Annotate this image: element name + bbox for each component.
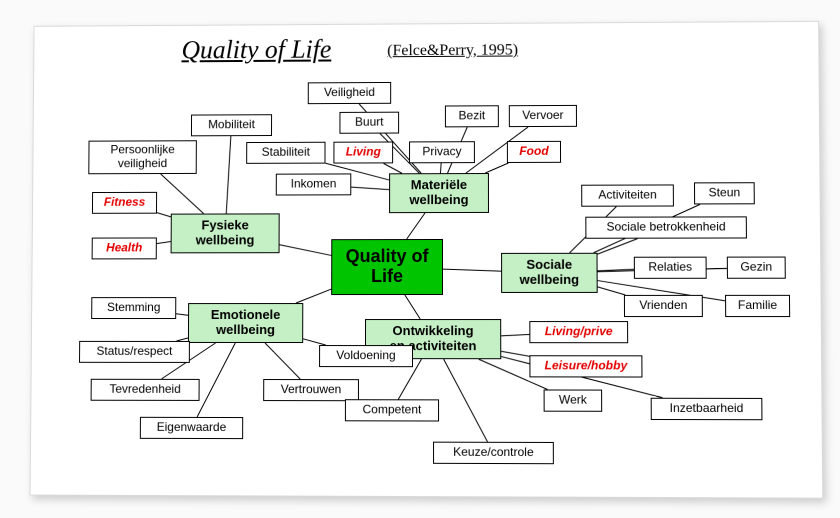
node-soc_betrok: Sociale betrokkenheid xyxy=(585,216,747,238)
node-bezit: Bezit xyxy=(445,105,499,127)
node-keuze: Keuze/controle xyxy=(433,442,554,465)
edge-center-emotionele xyxy=(296,289,331,303)
node-materiele: Materiëlewellbeing xyxy=(389,173,489,213)
node-vrienden: Vrienden xyxy=(624,295,703,317)
edge-center-fysieke xyxy=(280,245,332,256)
edge-sociale-soc_betrok xyxy=(597,239,637,254)
node-center: Quality ofLife xyxy=(331,239,443,295)
edge-center-ontwikkeling xyxy=(405,295,420,319)
edge-sociale-vrienden xyxy=(598,287,626,295)
node-inzet: Inzetbaarheid xyxy=(651,398,763,420)
node-competent: Competent xyxy=(345,399,439,421)
node-gezin: Gezin xyxy=(727,257,786,279)
node-voldoening: Voldoening xyxy=(319,345,413,367)
node-inkomen: Inkomen xyxy=(276,173,352,195)
node-status: Status/respect xyxy=(79,341,190,363)
edge-materiele-inkomen xyxy=(351,187,389,190)
node-health: Health xyxy=(92,237,157,259)
node-werk: Werk xyxy=(544,389,603,411)
node-sociale: Socialewellbeing xyxy=(501,253,598,293)
slide-panel: Quality of Life (Felce&Perry, 1995) Qual… xyxy=(30,21,824,499)
node-mobiliteit: Mobiliteit xyxy=(191,114,272,136)
edge-center-materiele xyxy=(407,213,425,239)
node-familie: Familie xyxy=(725,295,790,317)
node-steun: Steun xyxy=(694,182,755,204)
edge-materiele-privacy xyxy=(440,163,441,173)
edge-fysieke-mobiliteit xyxy=(226,136,231,213)
edge-center-sociale xyxy=(443,269,501,271)
edge-fysieke-pers_veilig xyxy=(160,174,203,214)
node-vertrouwen: Vertrouwen xyxy=(263,379,359,401)
node-stemming: Stemming xyxy=(91,297,176,319)
edge-emotionele-vertrouwen xyxy=(265,343,300,379)
node-food: Food xyxy=(507,141,561,163)
node-eigenwaarde: Eigenwaarde xyxy=(140,417,243,439)
node-relaties: Relaties xyxy=(634,257,707,279)
node-pers_veilig: Persoonlijkeveiligheid xyxy=(88,140,197,174)
edge-emotionele-eigenwaarde xyxy=(197,343,235,417)
node-emotionele: Emotionelewellbeing xyxy=(188,303,303,343)
edge-ontwikkeling-keuze xyxy=(444,359,488,442)
edge-materiele-food xyxy=(485,163,508,173)
node-privacy: Privacy xyxy=(409,141,475,163)
node-living: Living xyxy=(333,141,393,163)
edge-fysieke-fitness xyxy=(157,213,171,217)
node-vervoer: Vervoer xyxy=(509,105,577,127)
edge-ontwikkeling-leisure xyxy=(501,351,529,356)
node-leisure: Leisure/hobby xyxy=(529,355,642,377)
edge-emotionele-stemming xyxy=(176,314,188,316)
node-living_prive: Living/prive xyxy=(529,321,628,343)
node-activiteiten: Activiteiten xyxy=(581,184,674,206)
node-fitness: Fitness xyxy=(92,192,157,214)
edge-materiele-living xyxy=(384,163,402,173)
node-stabiliteit: Stabiliteit xyxy=(246,142,325,164)
edge-fysieke-health xyxy=(157,242,171,244)
node-fysieke: Fysiekewellbeing xyxy=(171,213,280,253)
node-buurt: Buurt xyxy=(339,112,399,134)
node-tevredenheid: Tevredenheid xyxy=(91,379,200,401)
node-veiligheid: Veiligheid xyxy=(308,82,391,104)
edge-ontwikkeling-living_prive xyxy=(501,334,529,335)
